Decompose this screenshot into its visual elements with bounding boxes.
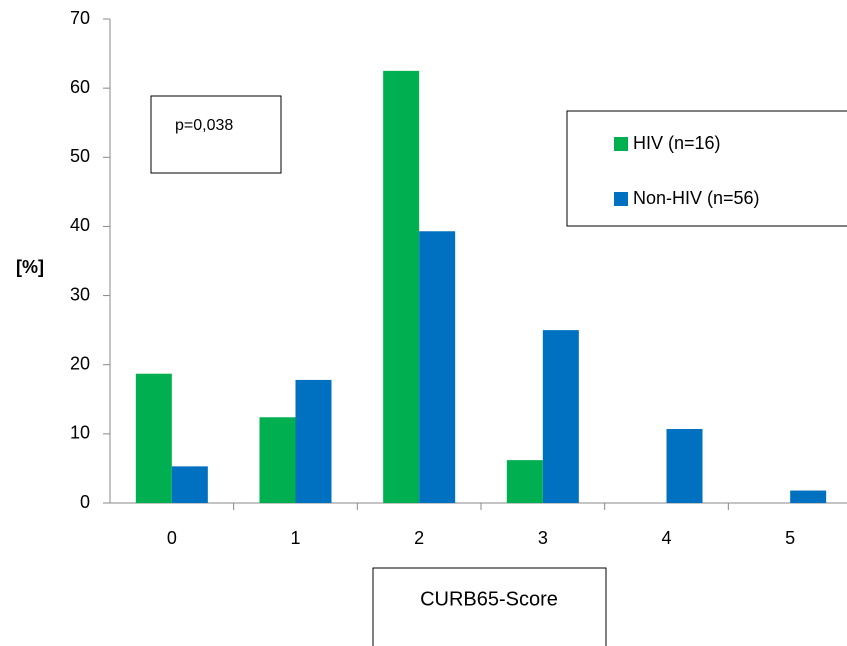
legend-box xyxy=(566,110,847,227)
x-tick-label: 0 xyxy=(167,528,177,548)
y-axis-label: [%] xyxy=(16,257,44,277)
x-tick-label: 3 xyxy=(538,528,548,548)
bar xyxy=(666,429,703,503)
legend-swatch xyxy=(614,137,628,151)
bar xyxy=(790,490,827,503)
y-tick-label: 30 xyxy=(70,284,90,304)
x-tick-label: 1 xyxy=(290,528,300,548)
legend-swatch xyxy=(614,192,628,206)
bar xyxy=(506,460,543,503)
x-tick-label: 5 xyxy=(785,528,795,548)
x-axis-label: CURB65-Score xyxy=(420,588,558,610)
bar xyxy=(419,231,456,504)
legend-label: HIV (n=16) xyxy=(633,133,721,153)
y-tick-label: 0 xyxy=(80,492,90,512)
y-tick-label: 50 xyxy=(70,146,90,166)
annotation-box xyxy=(150,95,282,174)
y-tick-label: 40 xyxy=(70,215,90,235)
bar xyxy=(295,379,332,503)
bar xyxy=(135,373,172,503)
y-tick-label: 20 xyxy=(70,353,90,373)
y-tick-label: 60 xyxy=(70,77,90,97)
bar xyxy=(171,466,208,503)
x-tick-label: 4 xyxy=(661,528,671,548)
bar xyxy=(542,330,579,503)
legend-label: Non-HIV (n=56) xyxy=(633,188,760,208)
x-label-box xyxy=(372,567,607,646)
annotation: p=0,038 xyxy=(175,117,233,134)
bar xyxy=(259,417,296,503)
bar xyxy=(383,70,420,503)
x-tick-label: 2 xyxy=(414,528,424,548)
y-tick-label: 70 xyxy=(70,8,90,28)
y-tick-label: 10 xyxy=(70,423,90,443)
